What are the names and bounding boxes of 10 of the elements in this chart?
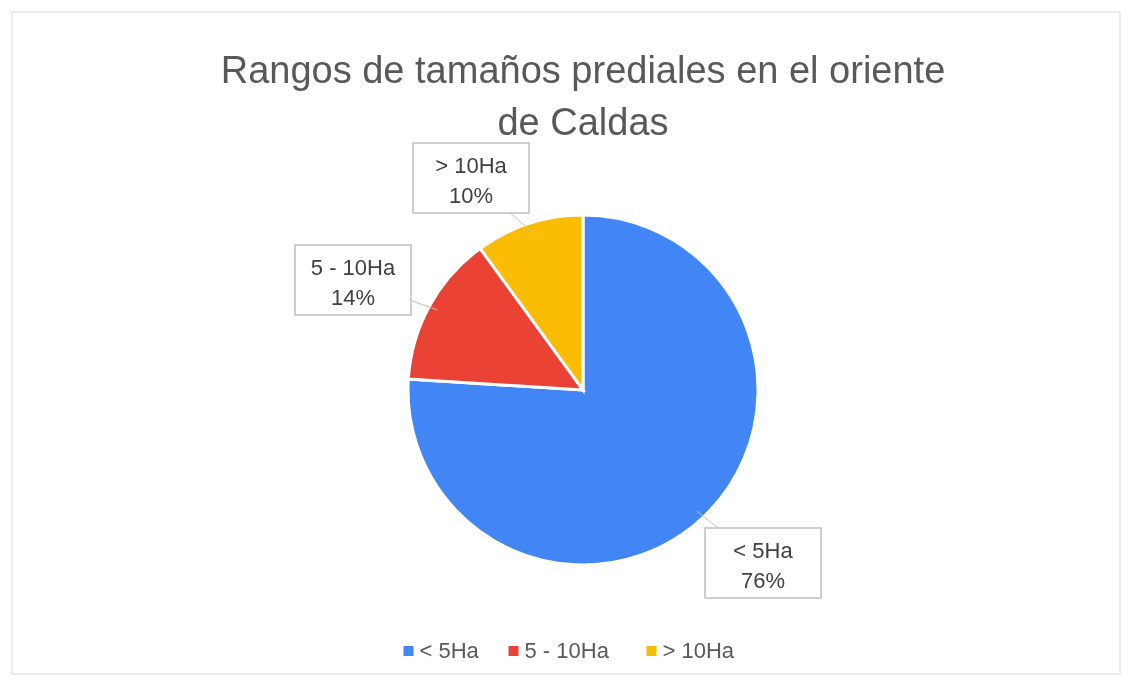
slice-label: > 10Ha xyxy=(435,153,508,178)
slice-label: 5 - 10Ha xyxy=(310,255,396,280)
data-label: 10% xyxy=(448,183,494,208)
legend-label: < 5Ha xyxy=(419,638,480,663)
legend-label: 5 - 10Ha xyxy=(524,638,610,663)
slice-label: < 5Ha xyxy=(733,538,794,563)
legend-label: > 10Ha xyxy=(662,638,735,663)
data-label: 76% xyxy=(740,568,786,593)
chart-title: Rangos de tamaños prediales en el oriente de Caldas xyxy=(220,49,946,143)
data-label: 14% xyxy=(330,285,376,310)
